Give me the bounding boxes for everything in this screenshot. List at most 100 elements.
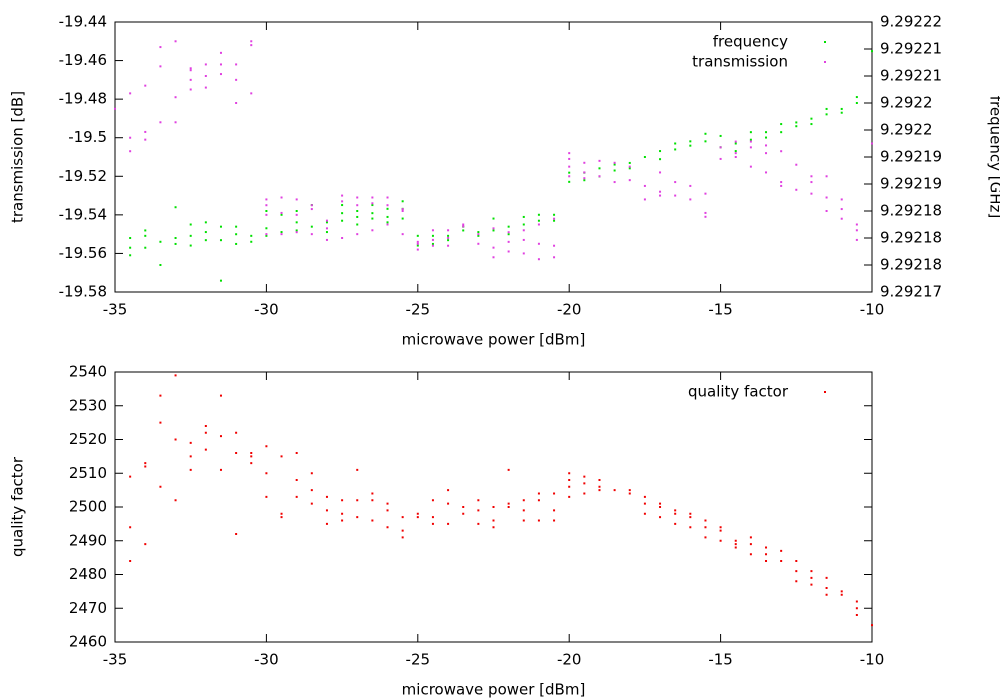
data-point <box>643 184 646 187</box>
data-point <box>174 374 177 377</box>
data-point <box>643 512 646 515</box>
data-point <box>553 213 556 216</box>
data-point <box>295 229 298 232</box>
data-point <box>431 238 434 241</box>
data-point <box>386 204 389 207</box>
data-point <box>356 468 359 471</box>
data-point <box>674 522 677 525</box>
data-point <box>840 107 843 110</box>
data-point <box>734 142 737 145</box>
legend-label: quality factor <box>688 383 789 401</box>
data-point <box>356 204 359 207</box>
data-point <box>295 213 298 216</box>
y-tick-label: 2470 <box>69 599 107 617</box>
data-point <box>401 217 404 220</box>
data-point <box>144 84 147 87</box>
data-point <box>265 234 268 237</box>
data-point <box>780 549 783 552</box>
data-point <box>204 448 207 451</box>
data-point <box>129 136 132 139</box>
y2-tick-label: 9.29221 <box>880 40 942 58</box>
y-tick-label: 2510 <box>69 464 107 482</box>
data-point <box>462 225 465 228</box>
data-point <box>250 44 253 47</box>
data-point <box>522 509 525 512</box>
data-point <box>129 150 132 153</box>
data-point <box>129 92 132 95</box>
data-point <box>719 539 722 542</box>
data-point <box>280 455 283 458</box>
data-point <box>265 472 268 475</box>
data-point <box>189 67 192 70</box>
data-point <box>795 570 798 573</box>
data-point <box>734 152 737 155</box>
data-point <box>492 229 495 232</box>
data-point <box>447 239 450 242</box>
data-point <box>114 107 116 110</box>
data-point <box>507 502 510 505</box>
data-point <box>568 180 571 183</box>
data-point <box>174 206 177 209</box>
data-point <box>280 512 283 515</box>
data-point <box>537 223 540 226</box>
data-point <box>855 229 858 232</box>
data-point <box>749 140 752 143</box>
data-point <box>825 113 828 116</box>
data-point <box>749 131 752 134</box>
data-point <box>159 121 162 124</box>
data-point <box>250 452 253 454</box>
data-point <box>583 179 586 182</box>
data-point <box>174 242 177 245</box>
data-point <box>295 231 298 234</box>
data-point <box>235 452 238 454</box>
data-point <box>795 125 798 128</box>
data-point <box>810 175 813 178</box>
data-point <box>643 156 646 158</box>
data-point <box>659 194 662 197</box>
data-point <box>386 215 389 218</box>
data-point <box>598 489 601 492</box>
data-point <box>780 184 783 187</box>
data-point <box>689 526 692 529</box>
data-point <box>265 198 268 201</box>
data-point <box>295 198 298 201</box>
y-axis-label: quality factor <box>9 456 27 557</box>
y-tick-label: -19.46 <box>59 51 107 69</box>
data-point <box>325 509 328 512</box>
data-point <box>477 509 480 512</box>
data-point <box>477 522 480 525</box>
data-point <box>310 225 313 228</box>
data-point <box>659 516 662 519</box>
data-point <box>568 171 571 174</box>
data-point <box>341 499 344 502</box>
data-point <box>341 237 344 239</box>
y-axis-label: transmission [dB] <box>9 91 27 223</box>
data-point <box>310 472 313 475</box>
data-point <box>840 208 843 211</box>
data-point <box>204 86 207 89</box>
data-point <box>235 233 238 236</box>
data-point <box>507 225 510 228</box>
data-point <box>855 600 858 603</box>
data-point <box>129 237 132 239</box>
data-point <box>659 190 662 193</box>
data-point <box>613 169 616 172</box>
legend-label: frequency <box>713 33 788 51</box>
data-point <box>492 246 495 249</box>
data-point <box>583 475 586 478</box>
data-point <box>129 254 132 257</box>
data-point <box>840 111 843 114</box>
data-point <box>583 171 586 174</box>
data-point <box>598 159 601 162</box>
data-point <box>174 96 177 99</box>
data-point <box>174 40 177 43</box>
data-point <box>568 157 571 160</box>
data-point <box>129 560 132 562</box>
data-point <box>795 121 798 124</box>
data-point <box>174 237 177 239</box>
data-point <box>416 240 419 243</box>
data-point <box>689 516 692 519</box>
data-point <box>144 543 147 546</box>
data-point <box>310 502 313 505</box>
data-point <box>159 65 162 68</box>
